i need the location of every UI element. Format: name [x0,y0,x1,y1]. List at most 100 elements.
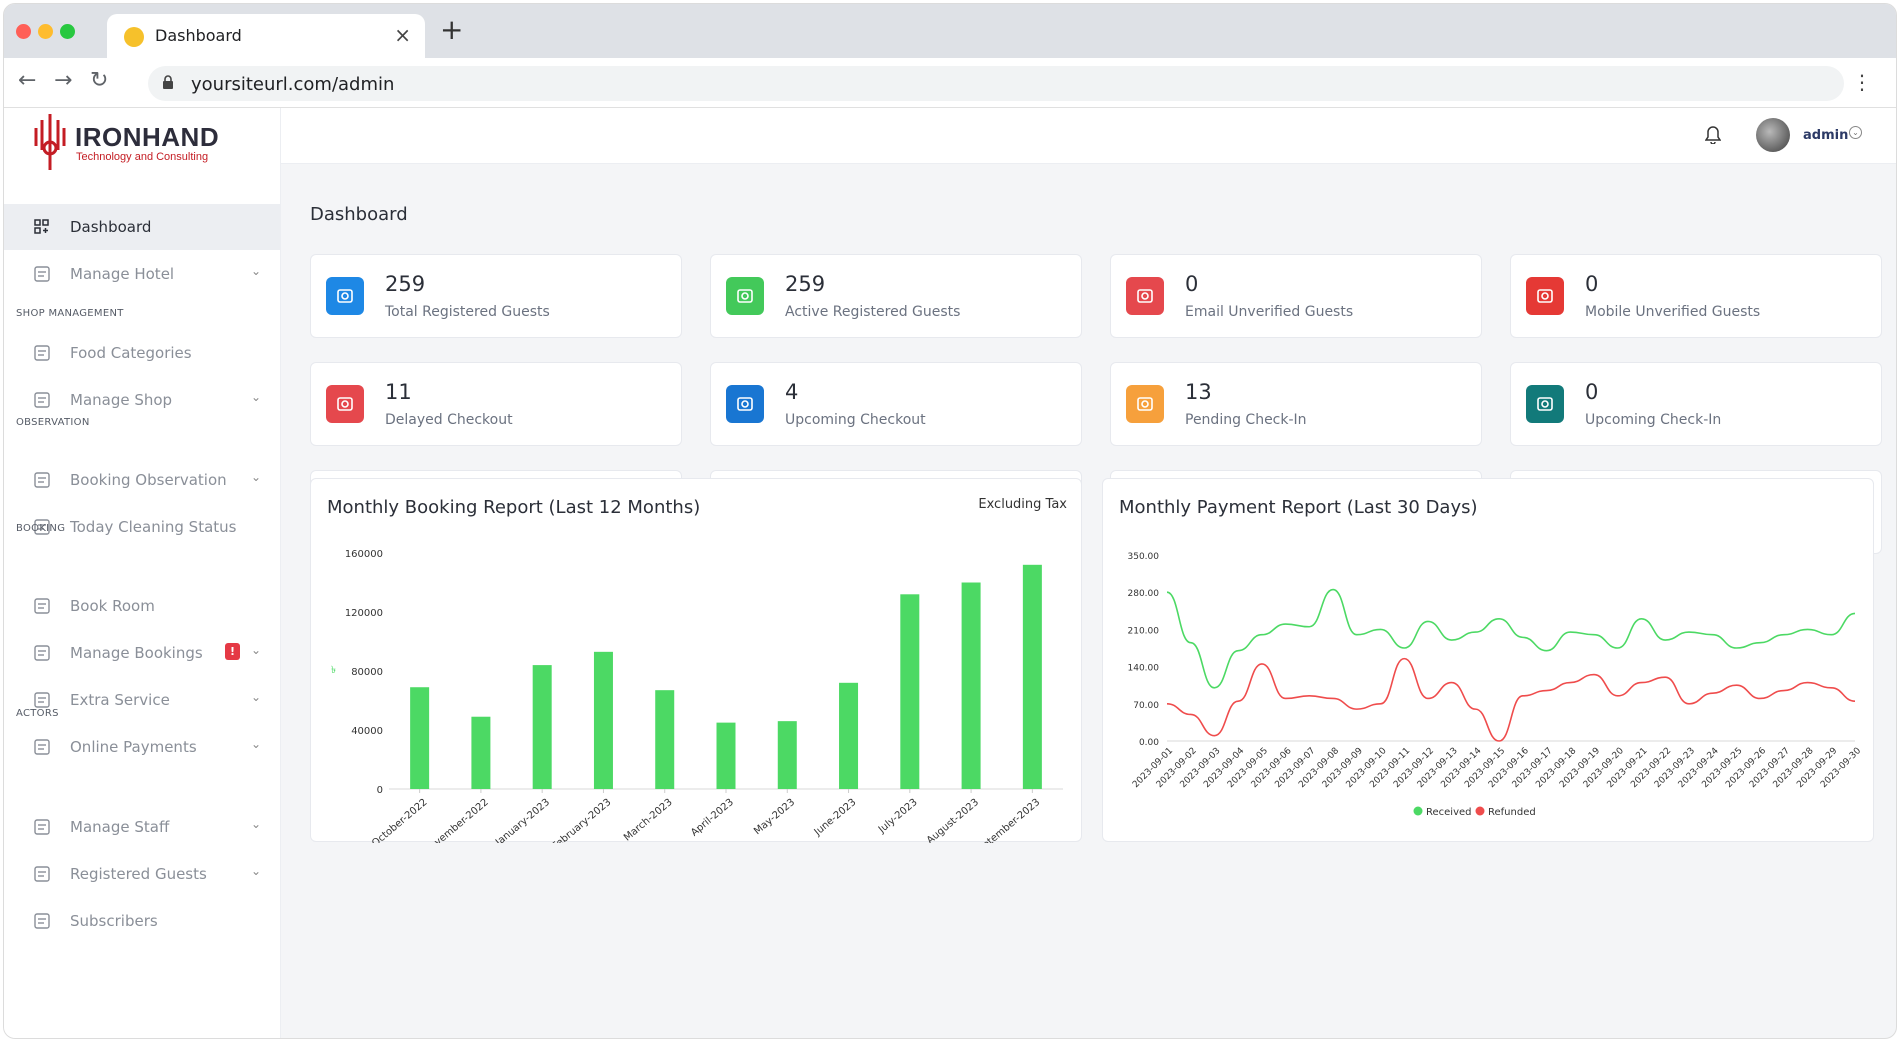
brand-tagline: Technology and Consulting [76,151,209,163]
sidebar-item-label: Food Categories [70,344,192,362]
stat-card[interactable]: 259 Total Registered Guests [310,254,682,338]
close-window-button[interactable] [16,24,31,39]
sidebar-item-online-payments[interactable]: Online Payments ⌄ [4,724,281,770]
phone-icon [1526,277,1564,315]
sidebar-item-label: Booking Observation [70,471,227,489]
alert-badge: ! [225,643,240,660]
sidebar-item-manage-shop[interactable]: Manage Shop ⌄ [4,377,281,423]
y-tick-label: 40000 [351,726,383,737]
sign-in-icon [1526,385,1564,423]
address-bar: ← → ↻ yoursiteurl.com/admin ⋮ [4,58,1896,108]
broom-icon [34,519,50,535]
legend-label: Refunded [1488,807,1536,818]
stat-card[interactable]: 0 Email Unverified Guests [1110,254,1482,338]
stat-label: Upcoming Checkout [785,412,926,428]
reload-icon[interactable]: ↻ [90,68,109,93]
sidebar-item-food-categories[interactable]: Food Categories [4,330,281,376]
list-icon [34,645,50,661]
y-tick-label: 0.00 [1139,738,1159,748]
document-icon [34,472,50,488]
stat-card[interactable]: 13 Pending Check-In [1110,362,1482,446]
chevron-down-icon: ⌄ [251,390,262,404]
sidebar-item-manage-hotel[interactable]: Manage Hotel ⌄ [4,251,281,297]
stat-label: Mobile Unverified Guests [1585,304,1761,320]
service-icon [34,692,50,708]
chevron-down-icon: ⌄ [251,264,262,278]
sign-out-icon [726,385,764,423]
guests-icon [34,866,50,882]
series-line-refunded [1166,657,1856,742]
stat-card[interactable]: 0 Upcoming Check-In [1510,362,1882,446]
bar [961,582,981,789]
lock-icon [163,75,173,89]
stat-value: 0 [1585,380,1599,404]
sidebar-item-manage-staff[interactable]: Manage Staff ⌄ [4,804,281,850]
sidebar-item-registered-guests[interactable]: Registered Guests ⌄ [4,851,281,897]
y-tick-label: 80000 [351,667,383,678]
close-tab-icon[interactable]: × [394,23,411,47]
browser-menu-icon[interactable]: ⋮ [1852,70,1872,94]
sidebar-item-label: Online Payments [70,738,197,756]
sidebar-item-subscribers[interactable]: Subscribers [4,898,281,944]
payment-chart-title: Monthly Payment Report (Last 30 Days) [1119,497,1478,518]
minimize-window-button[interactable] [38,24,53,39]
sidebar-item-book-room[interactable]: Book Room [4,583,281,629]
brand-logo[interactable]: IRONHAND Technology and Consulting [30,112,250,178]
back-arrow-icon[interactable]: ← [18,68,37,93]
stat-card[interactable]: 4 Upcoming Checkout [710,362,1082,446]
sidebar-section-heading: ACTORS [16,708,59,719]
users-icon [326,277,364,315]
chevron-down-icon: ⌄ [251,737,262,751]
y-tick-label: 70.00 [1133,701,1159,711]
sidebar-item-manage-bookings[interactable]: Manage Bookings! ⌄ [4,630,281,676]
app-root: IRONHAND Technology and Consulting ⌕ Das… [4,108,1896,1038]
sidebar-item-extra-service[interactable]: Extra Service ⌄ [4,677,281,723]
sidebar-item-booking-observation[interactable]: Booking Observation ⌄ [4,457,281,503]
sidebar-item-today-cleaning-status[interactable]: Today Cleaning Status [4,504,281,550]
stat-card[interactable]: 0 Mobile Unverified Guests [1510,254,1882,338]
stat-card[interactable]: 259 Active Registered Guests [710,254,1082,338]
x-tick-label: August-2023 [925,797,981,843]
stat-card[interactable]: 11 Delayed Checkout [310,362,682,446]
page-title: Dashboard [310,204,408,225]
stat-value: 13 [1185,380,1212,404]
stat-label: Delayed Checkout [385,412,513,428]
new-tab-button[interactable]: + [440,13,464,46]
stat-value: 0 [1185,272,1199,296]
top-header: admin ⌄ [281,108,1896,164]
shop-icon [34,392,50,408]
url-field[interactable]: yoursiteurl.com/admin [148,66,1844,101]
legend-swatch [1413,806,1423,816]
stat-value: 259 [385,272,426,296]
y-tick-label: 210.00 [1128,626,1160,636]
y-tick-label: 0 [377,785,383,796]
sign-in-icon [1126,385,1164,423]
x-tick-label: February-2023 [550,797,613,843]
stat-label: Email Unverified Guests [1185,304,1354,320]
x-tick-label: January-2023 [493,797,552,843]
booking-report-panel: Monthly Booking Report (Last 12 Months) … [310,478,1082,843]
bell-icon[interactable] [1705,126,1721,144]
bar [716,722,736,789]
user-chevron-down-icon[interactable]: ⌄ [1849,126,1862,139]
avatar[interactable] [1756,118,1790,152]
stat-label: Pending Check-In [1185,412,1307,428]
forward-arrow-icon[interactable]: → [54,68,73,93]
booking-chart-note: Excluding Tax [978,497,1067,512]
chevron-down-icon: ⌄ [251,690,262,704]
browser-tab[interactable]: Dashboard × [107,14,425,58]
mail-icon [34,913,50,929]
sidebar-item-dashboard[interactable]: Dashboard [4,204,281,250]
booking-chart-title: Monthly Booking Report (Last 12 Months) [327,497,701,518]
x-tick-label: March-2023 [622,797,675,843]
bar [532,665,552,789]
payment-line-chart: 0.0070.00140.00210.00280.00350.002023-09… [1128,552,1864,818]
sidebar-item-label: Subscribers [70,912,158,930]
stat-label: Upcoming Check-In [1585,412,1722,428]
stat-label: Active Registered Guests [785,304,961,320]
stat-value: 259 [785,272,826,296]
maximize-window-button[interactable] [60,24,75,39]
x-tick-label: October-2022 [370,797,429,843]
user-name[interactable]: admin [1803,128,1849,143]
chevron-down-icon: ⌄ [251,643,262,657]
